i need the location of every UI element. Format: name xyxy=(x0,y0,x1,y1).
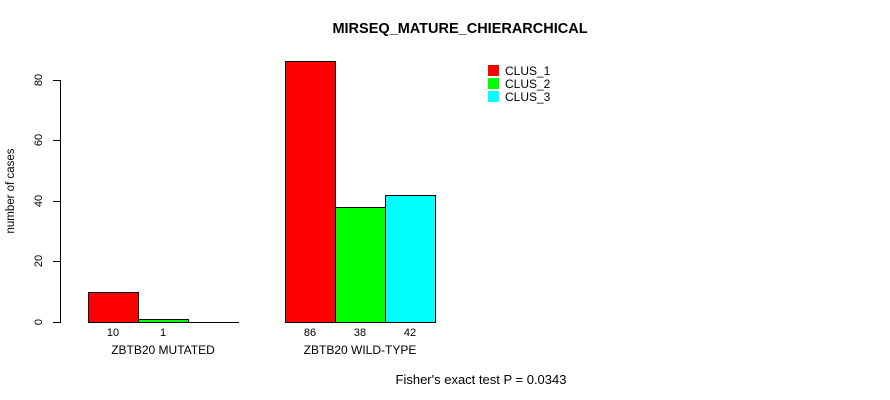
y-tick xyxy=(53,261,60,262)
footer-pvalue: Fisher's exact test P = 0.0343 xyxy=(395,372,567,387)
y-tick xyxy=(53,322,60,323)
category-label: ZBTB20 WILD-TYPE xyxy=(303,343,417,357)
chart-title: MIRSEQ_MATURE_CHIERARCHICAL xyxy=(332,21,588,37)
bar-clus_3-group2 xyxy=(385,195,436,323)
bar-value-label: 42 xyxy=(403,327,417,339)
y-axis-label: number of cases xyxy=(5,148,17,234)
bar-clus_1-group1 xyxy=(88,292,139,323)
legend-swatch-clus_1 xyxy=(488,65,499,76)
y-tick-label: 0 xyxy=(33,318,45,326)
legend: CLUS_1 CLUS_2 CLUS_3 xyxy=(488,63,551,104)
legend-item-clus_1: CLUS_1 xyxy=(488,63,551,78)
bar-value-label: 38 xyxy=(353,327,367,339)
y-tick-label: 20 xyxy=(33,254,45,268)
y-tick xyxy=(53,201,60,202)
y-tick xyxy=(53,140,60,141)
bar-value-label: 1 xyxy=(159,327,167,339)
y-tick xyxy=(53,80,60,81)
legend-label: CLUS_1 xyxy=(505,63,551,78)
legend-swatch-clus_2 xyxy=(488,78,499,89)
y-tick-label: 80 xyxy=(33,73,45,87)
legend-label: CLUS_3 xyxy=(505,89,551,104)
legend-item-clus_2: CLUS_2 xyxy=(488,76,551,91)
y-axis-line xyxy=(60,80,61,323)
bar-clus_2-group1 xyxy=(138,319,189,323)
legend-label: CLUS_2 xyxy=(505,76,551,91)
bar-clus_1-group2 xyxy=(285,61,336,323)
category-label: ZBTB20 MUTATED xyxy=(111,343,215,357)
y-tick-label: 60 xyxy=(33,133,45,147)
y-tick-label: 40 xyxy=(33,194,45,208)
legend-item-clus_3: CLUS_3 xyxy=(488,89,551,104)
bar-clus_2-group2 xyxy=(335,207,386,323)
legend-swatch-clus_3 xyxy=(488,91,499,102)
bar-value-label: 86 xyxy=(303,327,317,339)
bar-value-label: 10 xyxy=(106,327,120,339)
